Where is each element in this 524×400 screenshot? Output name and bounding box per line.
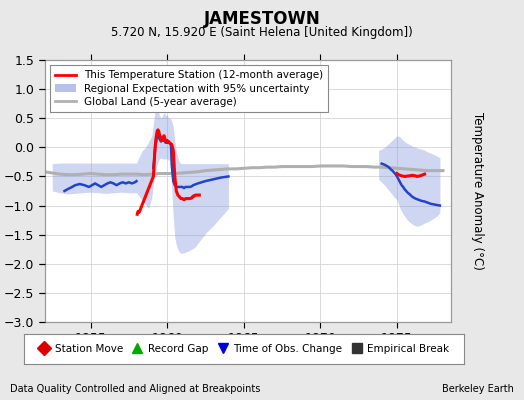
Legend: Station Move, Record Gap, Time of Obs. Change, Empirical Break: Station Move, Record Gap, Time of Obs. C…: [34, 340, 454, 358]
Text: Data Quality Controlled and Aligned at Breakpoints: Data Quality Controlled and Aligned at B…: [10, 384, 261, 394]
Text: Berkeley Earth: Berkeley Earth: [442, 384, 514, 394]
Y-axis label: Temperature Anomaly (°C): Temperature Anomaly (°C): [472, 112, 485, 270]
Legend: This Temperature Station (12-month average), Regional Expectation with 95% uncer: This Temperature Station (12-month avera…: [50, 65, 329, 112]
Text: 5.720 N, 15.920 E (Saint Helena [United Kingdom]): 5.720 N, 15.920 E (Saint Helena [United …: [111, 26, 413, 39]
Text: JAMESTOWN: JAMESTOWN: [204, 10, 320, 28]
